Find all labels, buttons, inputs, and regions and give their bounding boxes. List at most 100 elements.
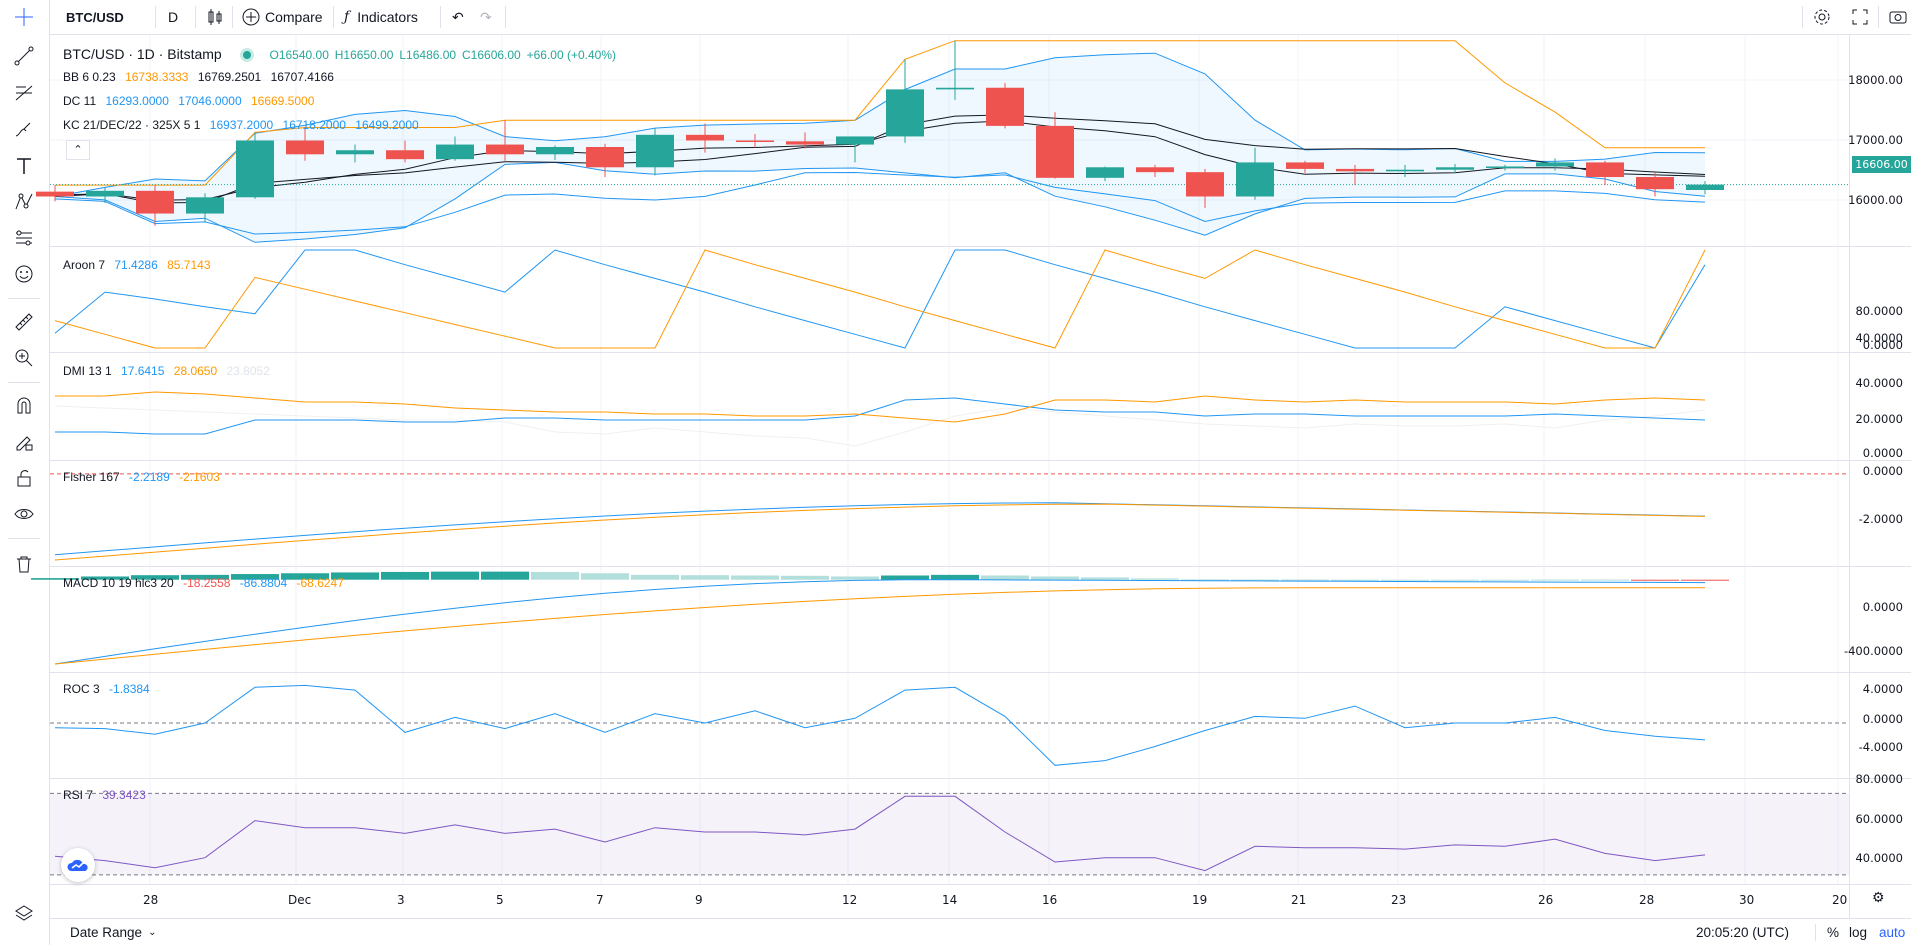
price-label: 0.0000 (1862, 600, 1903, 614)
time-label: 23 (1391, 893, 1407, 907)
candle-body (1036, 125, 1074, 178)
tradingview-logo[interactable] (61, 848, 95, 882)
pattern-tool[interactable] (10, 188, 38, 216)
aroon-legend[interactable]: Aroon 7 71.4286 85.7143 (63, 258, 217, 272)
fib-tool[interactable] (10, 78, 38, 106)
price-label: 40.0000 (1855, 331, 1903, 345)
macd-histogram-bar (1281, 579, 1329, 581)
toolbar-divider (1815, 924, 1816, 941)
hide-drawings[interactable] (10, 500, 38, 528)
snapshot-button[interactable] (1888, 0, 1908, 34)
redo-button[interactable]: ↷ (480, 0, 492, 34)
axis-settings-button[interactable]: ⚙ (1872, 889, 1885, 906)
time-label: 21 (1291, 893, 1307, 907)
settings-button[interactable] (1812, 0, 1832, 34)
symbol-title[interactable]: BTC/USD · 1D · Bitstamp (63, 46, 222, 62)
macd-value: -68.6247 (296, 576, 344, 590)
macd-histogram-bar (481, 571, 529, 580)
trend-line-tool[interactable] (10, 42, 38, 70)
pattern-icon (15, 193, 33, 210)
time-axis-separator (50, 884, 1911, 885)
price-label: -4.0000 (1858, 740, 1903, 754)
roc-line (54, 684, 1706, 766)
toolbar-divider (8, 382, 40, 383)
measure-tool[interactable] (10, 308, 38, 336)
macd-histogram-bar (1531, 579, 1579, 581)
magnet-tool[interactable] (10, 392, 38, 420)
price-label: -2.0000 (1858, 512, 1903, 526)
fisher-legend[interactable]: Fisher 167 -2.2189 -2.1603 (63, 470, 226, 484)
collapse-legend-button[interactable]: ⌃ (66, 140, 90, 160)
symbol-search[interactable]: BTC/USD (66, 9, 124, 25)
bb-legend[interactable]: BB 6 0.23 16738.3333 16769.2501 16707.41… (63, 70, 340, 84)
toolbar-divider (333, 6, 334, 28)
indicators-button[interactable]: ƒ Indicators (344, 0, 418, 34)
bb-basis-line (54, 120, 1706, 201)
brush-icon (15, 122, 31, 137)
lock-drawings[interactable] (10, 464, 38, 492)
time-label: 12 (842, 893, 858, 907)
macd-line (54, 579, 1706, 665)
percent-toggle[interactable]: % (1827, 925, 1840, 940)
candle-body (1186, 172, 1224, 197)
text-tool[interactable] (10, 152, 38, 180)
time-label: 7 (596, 893, 604, 907)
macd-histogram-bar (1081, 577, 1129, 580)
macd-signal-line (54, 587, 1705, 665)
candle-body (236, 140, 274, 198)
dc-legend[interactable]: DC 11 16293.0000 17046.0000 16669.5000 (63, 94, 320, 108)
object-tree[interactable] (10, 900, 38, 928)
macd-histogram-bar (431, 571, 479, 580)
price-label: 80.0000 (1855, 772, 1903, 786)
roc-legend[interactable]: ROC 3 -1.8384 (63, 682, 156, 696)
dmi-legend[interactable]: DMI 13 1 17.6415 28.0650 23.8052 (63, 364, 276, 378)
camera-icon (1889, 11, 1907, 24)
macd-histogram-bar (1431, 579, 1479, 581)
rsi-legend[interactable]: RSI 7 39.3423 (63, 788, 152, 802)
price-label: 60.0000 (1855, 812, 1903, 826)
remove-drawings[interactable] (10, 550, 38, 578)
candle-body (736, 140, 774, 142)
ohlc-low: L16486.00 (399, 48, 457, 62)
dmi-value: 28.0650 (173, 364, 218, 378)
toolbar-divider (232, 6, 233, 28)
candle-body (836, 136, 874, 145)
zoom-tool[interactable] (10, 344, 38, 372)
aroon-value: 85.7143 (167, 258, 211, 272)
price-label: 80.0000 (1855, 304, 1903, 318)
main-legend: BTC/USD · 1D · Bitstamp O16540.00 H16650… (63, 46, 622, 63)
date-range-button[interactable]: Date Range ⌄ (70, 919, 156, 946)
undo-button[interactable]: ↶ (452, 0, 464, 34)
kc-legend[interactable]: KC 21/DEC/22 · 325X 5 1 16937.2000 16718… (63, 118, 425, 132)
aroon-up-line (54, 249, 1706, 349)
fullscreen-button[interactable] (1850, 0, 1870, 34)
macd-histogram-bar (1381, 579, 1429, 581)
aroon-down-line (54, 249, 1706, 349)
candle-body (136, 190, 174, 214)
candle-body (636, 134, 674, 168)
roc-name: ROC 3 (63, 682, 100, 696)
macd-histogram-bar (831, 576, 879, 580)
prediction-tool[interactable] (10, 224, 38, 252)
fx-icon: ƒ (344, 9, 350, 25)
chart-type-button[interactable] (205, 0, 225, 34)
macd-legend[interactable]: MACD 10 19 hlc3 20 -18.2558 -86.8804 -68… (63, 576, 350, 590)
log-toggle[interactable]: log (1849, 925, 1868, 940)
brush-tool[interactable] (10, 115, 38, 143)
clock-button[interactable]: 20:05:20 (UTC) (1696, 925, 1790, 940)
stay-in-drawing-mode[interactable] (10, 428, 38, 456)
interval-button[interactable]: D (168, 9, 179, 25)
dc-value: 16669.5000 (250, 94, 315, 108)
crosshair-tool[interactable] (10, 3, 38, 31)
auto-toggle[interactable]: auto (1879, 925, 1906, 940)
candle-body (936, 87, 974, 90)
candle-body (536, 146, 574, 155)
emoji-tool[interactable] (10, 260, 38, 288)
macd-name: MACD 10 19 hlc3 20 (63, 576, 174, 590)
pane-separator (50, 672, 1911, 673)
candle-body (1086, 167, 1124, 178)
price-label: 0.0000 (1862, 338, 1903, 352)
compare-button[interactable]: Compare (241, 0, 323, 34)
candle-body (186, 197, 224, 214)
